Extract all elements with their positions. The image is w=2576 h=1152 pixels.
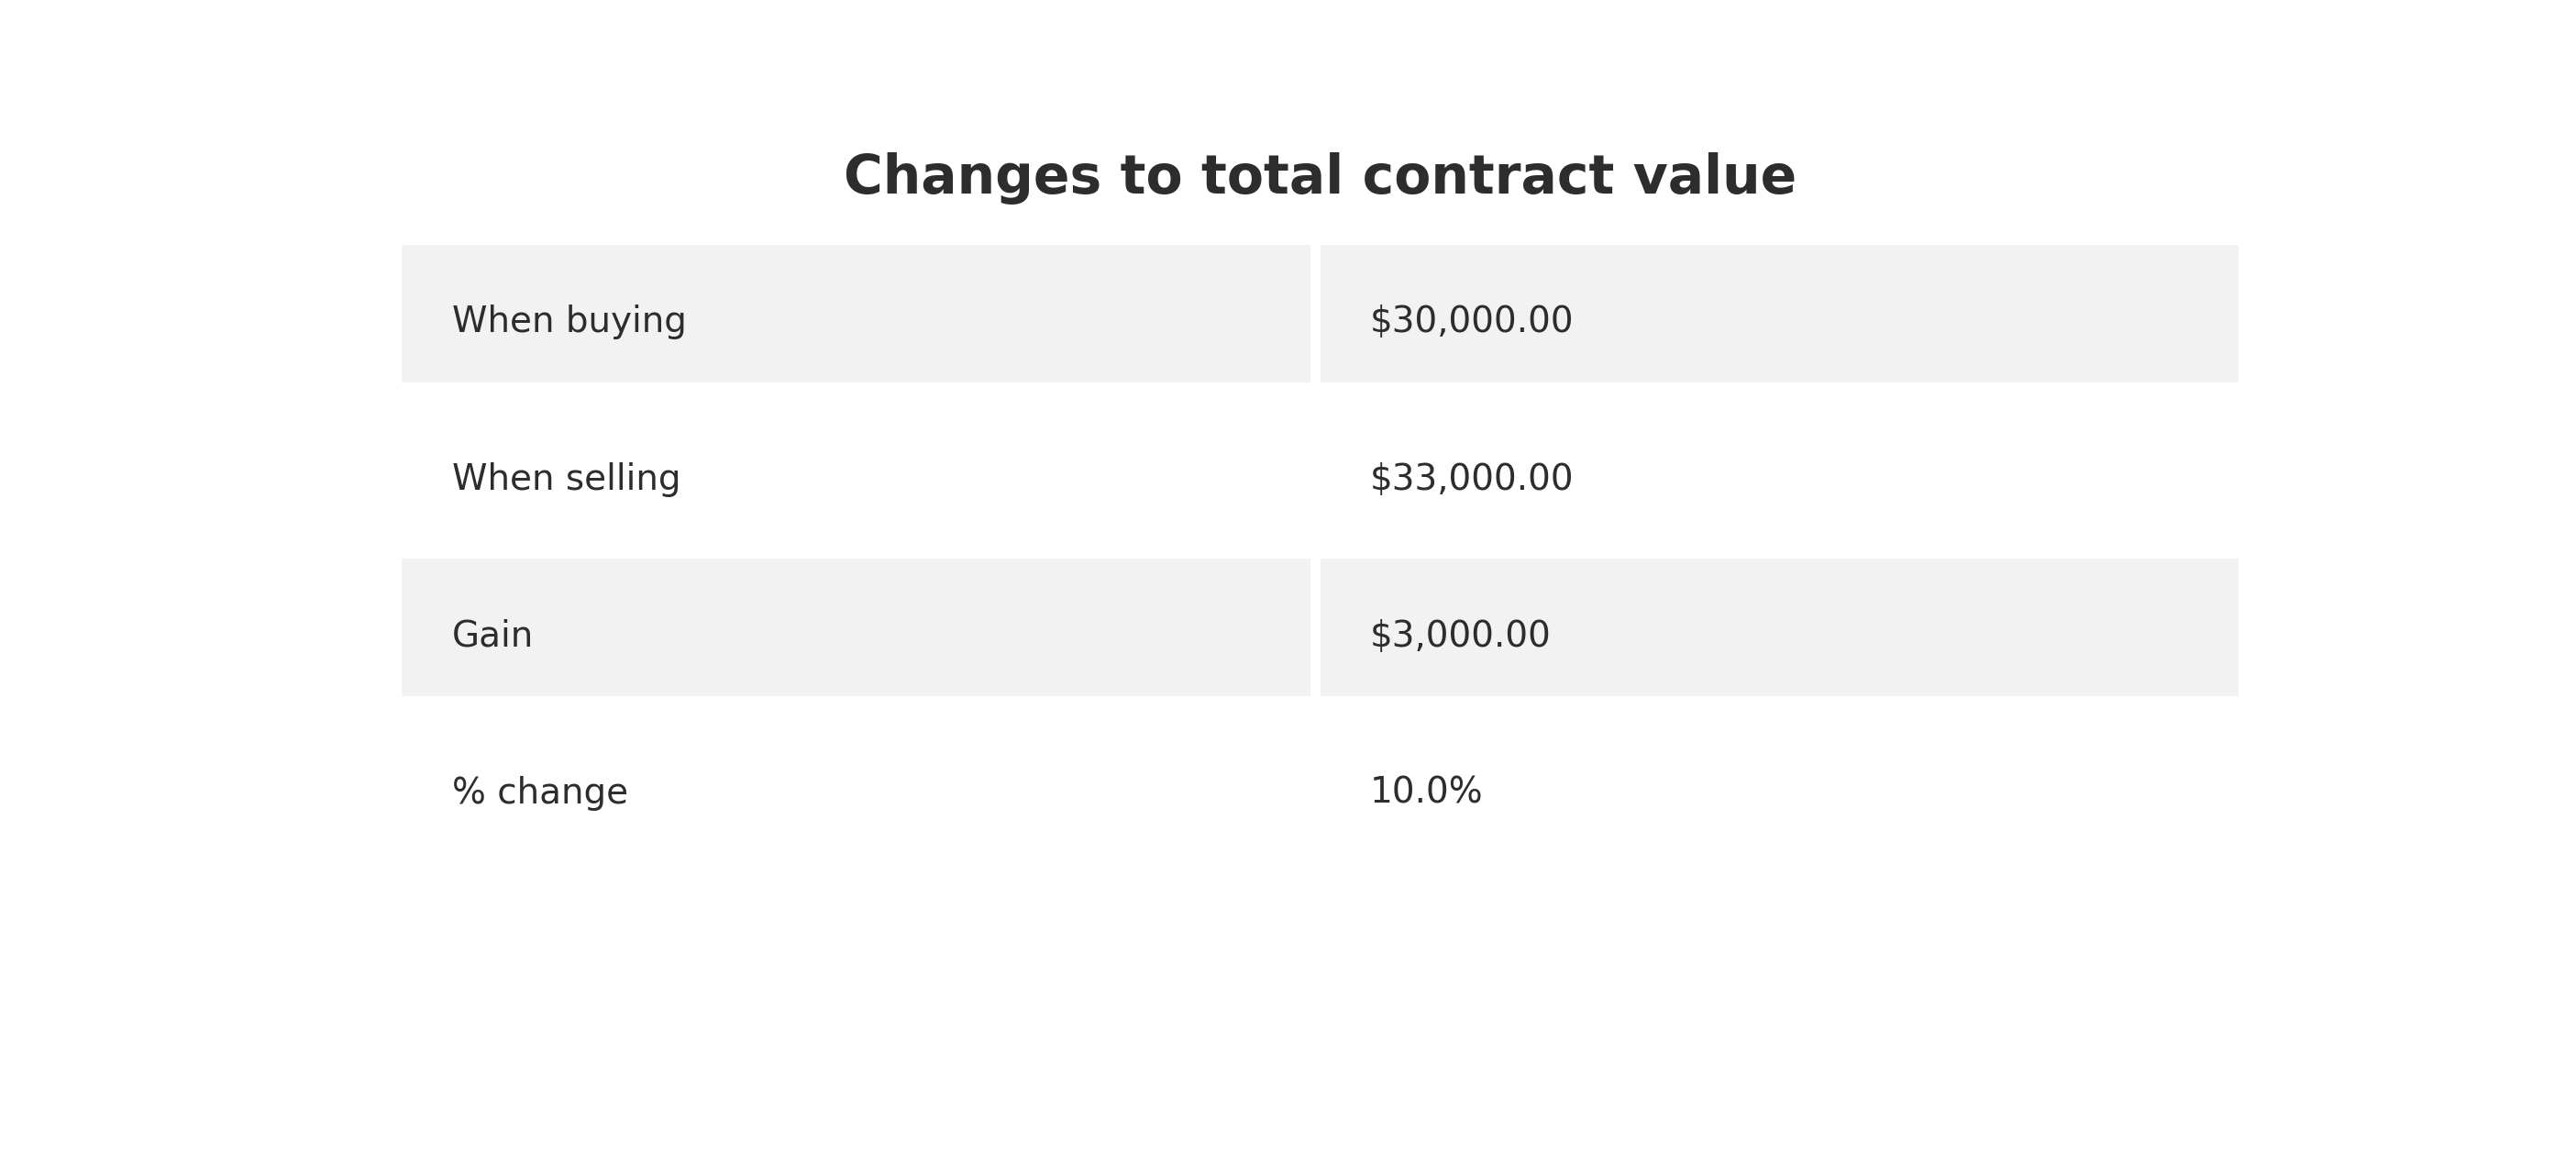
Text: 10.0%: 10.0% <box>1370 776 1484 811</box>
Text: When selling: When selling <box>451 462 680 497</box>
FancyBboxPatch shape <box>1321 402 2239 539</box>
Text: $33,000.00: $33,000.00 <box>1370 462 1574 497</box>
FancyBboxPatch shape <box>1321 559 2239 696</box>
Text: % change: % change <box>451 776 629 811</box>
Text: Changes to total contract value: Changes to total contract value <box>845 152 1795 204</box>
Text: $3,000.00: $3,000.00 <box>1370 619 1551 653</box>
Text: When buying: When buying <box>451 305 685 340</box>
FancyBboxPatch shape <box>402 402 1311 539</box>
Text: Gain: Gain <box>451 619 533 653</box>
FancyBboxPatch shape <box>402 559 1311 696</box>
FancyBboxPatch shape <box>402 715 1311 854</box>
Text: $30,000.00: $30,000.00 <box>1370 305 1574 340</box>
FancyBboxPatch shape <box>402 244 1311 382</box>
FancyBboxPatch shape <box>1321 715 2239 854</box>
FancyBboxPatch shape <box>1321 244 2239 382</box>
